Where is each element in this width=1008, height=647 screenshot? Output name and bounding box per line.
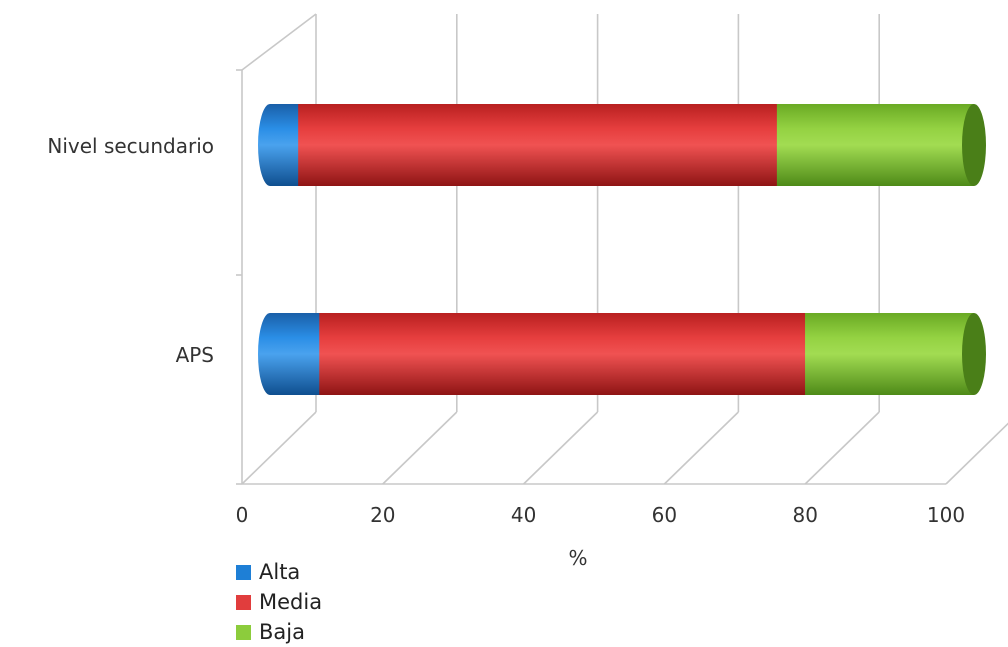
x-tick-label: 60 [652,503,677,527]
bar-baja-1 [805,313,986,395]
bar-media-0 [298,104,789,186]
bar-start-cap [258,104,282,186]
bar-body [776,104,974,186]
left-wall-top [241,13,317,71]
legend-swatch-alta [236,564,251,580]
x-tick-label: 40 [511,503,536,527]
legend-item-media: Media [236,587,322,617]
bar-end-cap [962,104,986,186]
gridline-floor [523,411,599,485]
bar-body [298,104,777,186]
grid [236,13,1008,485]
bar-media-1 [319,313,818,395]
x-tick-label: 100 [927,503,965,527]
category-label: Nivel secundario [47,134,214,158]
gridline-floor [663,411,739,485]
legend-label-alta: Alta [259,560,301,584]
legend-item-baja: Baja [236,617,322,647]
bar-body [319,313,806,395]
gridline-floor [804,411,880,485]
x-axis-label: % [568,546,587,570]
x-tick-label: 0 [236,503,249,527]
category-label: APS [176,343,214,367]
bar-body [805,313,974,395]
legend-swatch-media [236,594,251,610]
bars [258,104,986,395]
legend-swatch-baja [236,624,251,640]
gridline-floor [945,422,1008,485]
gridline-floor [382,411,458,485]
x-tick-label: 80 [792,503,817,527]
tick-labels: 0 20 40 60 80 100 [236,503,965,527]
gridline-floor [241,411,317,485]
bar-end-cap [962,313,986,395]
bar-baja-0 [776,104,986,186]
legend-label-media: Media [259,590,323,614]
x-tick-label: 20 [370,503,395,527]
legend: Alta Media Baja [236,557,322,647]
bar-start-cap [258,313,282,395]
legend-label-baja: Baja [259,620,305,644]
category-labels: Nivel secundario APS [47,134,214,367]
legend-item-alta: Alta [236,557,322,587]
